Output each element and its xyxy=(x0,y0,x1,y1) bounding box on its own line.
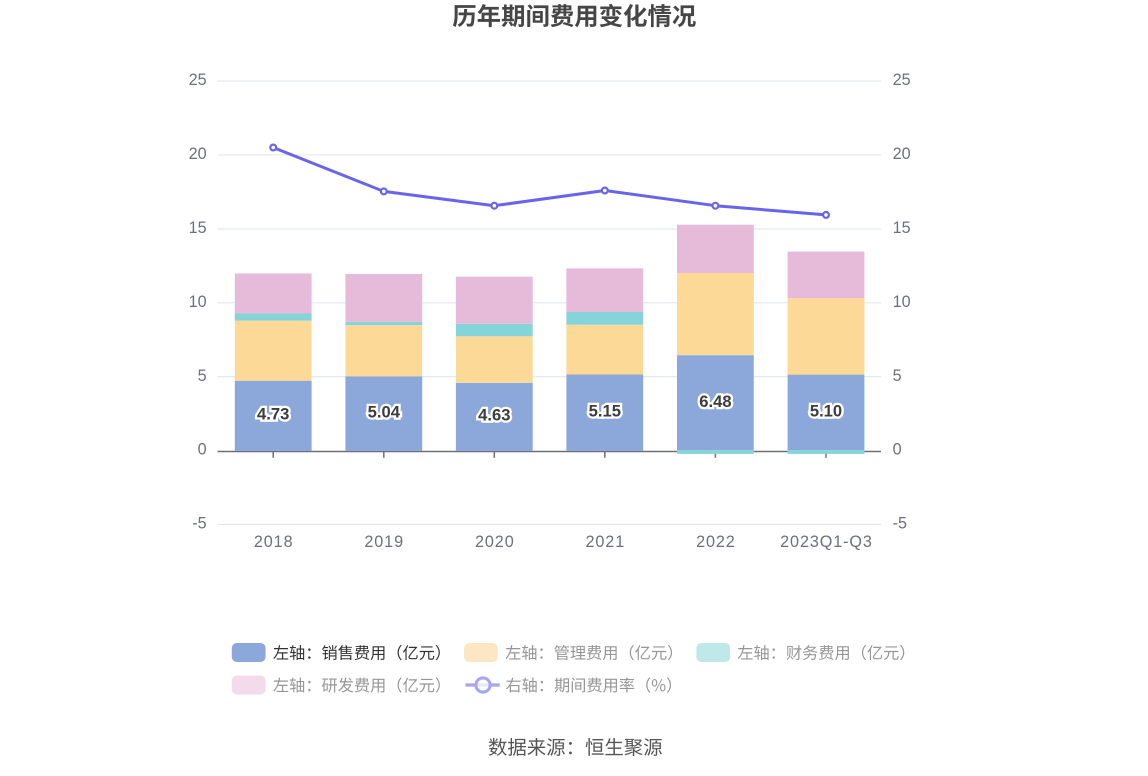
svg-text:6.48: 6.48 xyxy=(699,392,731,411)
svg-text:5: 5 xyxy=(198,367,207,385)
svg-text:2022: 2022 xyxy=(696,533,736,551)
svg-text:2018: 2018 xyxy=(254,533,294,551)
svg-text:15: 15 xyxy=(893,219,911,237)
svg-text:5.10: 5.10 xyxy=(810,402,842,421)
svg-text:-5: -5 xyxy=(192,515,206,533)
svg-text:25: 25 xyxy=(893,71,911,89)
svg-text:5.04: 5.04 xyxy=(368,402,401,421)
svg-text:10: 10 xyxy=(189,293,207,311)
svg-text:2019: 2019 xyxy=(364,533,404,551)
svg-text:20: 20 xyxy=(189,145,207,163)
svg-text:5: 5 xyxy=(893,367,902,385)
svg-text:15: 15 xyxy=(189,219,207,237)
svg-text:-5: -5 xyxy=(893,515,907,533)
svg-text:0: 0 xyxy=(198,441,207,459)
svg-text:2023Q1-Q3: 2023Q1-Q3 xyxy=(780,533,873,551)
svg-text:10: 10 xyxy=(893,293,911,311)
svg-text:25: 25 xyxy=(189,71,207,89)
svg-text:5.15: 5.15 xyxy=(589,402,621,421)
svg-text:4.73: 4.73 xyxy=(257,405,289,424)
svg-text:2020: 2020 xyxy=(475,533,515,551)
svg-text:4.63: 4.63 xyxy=(478,406,510,425)
svg-text:20: 20 xyxy=(893,145,911,163)
svg-text:2021: 2021 xyxy=(585,533,625,551)
svg-text:0: 0 xyxy=(893,441,902,459)
